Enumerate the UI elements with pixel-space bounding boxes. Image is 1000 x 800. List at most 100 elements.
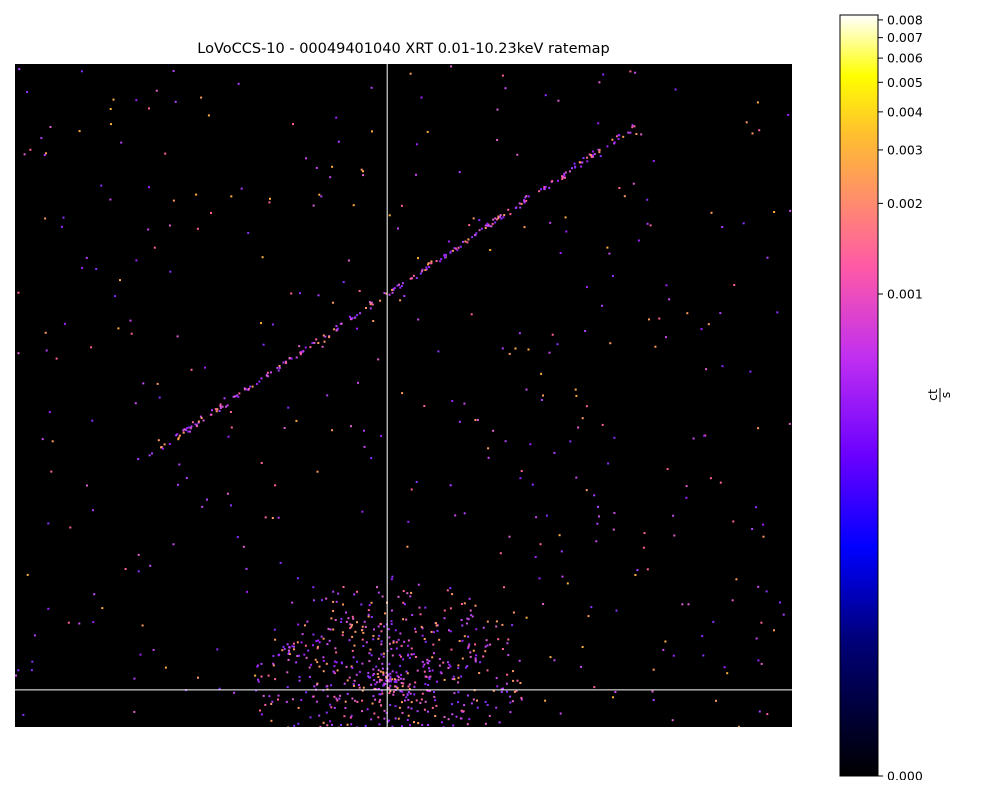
ratemap-pixel: [516, 679, 519, 682]
ratemap-pixel: [467, 647, 470, 650]
ratemap-pixel: [218, 409, 221, 412]
ratemap-pixel: [461, 639, 464, 642]
ratemap-pixel: [137, 570, 140, 573]
ratemap-pixel: [449, 484, 452, 487]
ratemap-pixel: [789, 209, 792, 212]
ratemap-pixel: [372, 695, 375, 698]
ratemap-pixel: [405, 696, 408, 699]
ratemap-pixel: [319, 725, 322, 727]
ratemap-pixel: [362, 170, 364, 173]
ratemap-pixel: [410, 647, 413, 650]
ratemap-pixel: [486, 620, 489, 623]
ratemap-pixel: [343, 682, 346, 685]
ratemap-pixel: [291, 698, 294, 701]
ratemap-pixel: [773, 629, 775, 632]
ratemap-pixel: [497, 215, 500, 218]
ratemap-pixel: [345, 665, 348, 668]
ratemap-pixel: [421, 692, 424, 695]
ratemap-pixel: [137, 553, 140, 556]
ratemap-pixel: [484, 224, 487, 227]
ratemap-pixel: [519, 682, 522, 684]
ratemap-pixel: [356, 327, 358, 330]
ratemap-pixel: [172, 199, 175, 202]
ratemap-pixel: [312, 695, 315, 698]
ratemap-pixel: [427, 662, 430, 665]
ratemap-pixel: [508, 535, 511, 538]
ratemap-pixel: [410, 591, 413, 594]
ratemap-pixel: [124, 568, 127, 570]
ratemap-pixel: [69, 526, 72, 529]
ratemap-pixel: [382, 684, 385, 687]
ratemap-pixel: [389, 684, 392, 687]
ratemap-pixel: [351, 615, 354, 618]
ratemap-pixel: [322, 670, 325, 673]
ratemap-pixel: [580, 165, 583, 168]
ratemap-pixel: [388, 692, 391, 694]
ratemap-pixel: [613, 141, 616, 144]
ratemap-pixel: [573, 162, 576, 165]
ratemap-pixel: [379, 622, 382, 625]
ratemap-pixel: [453, 692, 456, 695]
ratemap-pixel: [388, 663, 391, 666]
ratemap-pixel: [391, 654, 394, 657]
ratemap-pixel: [766, 256, 769, 259]
ratemap-pixel: [370, 683, 373, 686]
colorbar-ticks: 0.008 0.007 0.006 0.005 0.004 0.003 0.002 0.001…: [878, 14, 923, 780]
ratemap-pixel: [429, 689, 432, 692]
ratemap-pixel: [117, 327, 120, 330]
ratemap-pixel: [411, 614, 414, 616]
ratemap-pixel: [629, 131, 632, 134]
ratemap-pixel: [309, 716, 312, 719]
ratemap-pixel: [303, 653, 306, 656]
ratemap-pixel: [592, 154, 594, 157]
ratemap-pixel: [114, 295, 117, 298]
ratemap-pixel: [157, 439, 160, 442]
ratemap-pixel: [402, 282, 404, 285]
ratemap-pixel: [214, 408, 217, 411]
ratemap-pixel: [423, 663, 426, 666]
ratemap-pixel: [438, 658, 441, 660]
ratemap-pixel: [399, 664, 402, 667]
ratemap-pixel: [360, 168, 363, 171]
ratemap-pixel: [551, 333, 554, 336]
ratemap-pixel: [274, 484, 277, 487]
ratemap-pixel: [397, 676, 400, 679]
ratemap-pixel: [762, 535, 765, 538]
ratemap-pixel: [332, 610, 335, 612]
ratemap-pixel: [313, 341, 316, 344]
ratemap-pixel: [434, 715, 437, 717]
ratemap-pixel: [544, 94, 547, 97]
ratemap-pixel: [404, 603, 406, 606]
ratemap-pixel: [378, 693, 381, 696]
ratemap-pixel: [318, 641, 321, 644]
ratemap-pixel: [634, 71, 637, 74]
ratemap-pixel: [400, 673, 402, 676]
ratemap-pixel: [388, 687, 391, 690]
ratemap-pixel: [525, 388, 528, 391]
ratemap-pixel: [313, 685, 316, 688]
ratemap-pixel: [408, 688, 411, 691]
colorbar-tick-label: 0.003: [887, 142, 923, 157]
ratemap-pixel: [395, 671, 398, 674]
ratemap-pixel: [176, 335, 179, 338]
ratemap-pixel: [440, 258, 443, 261]
chart-title: LoVoCCS-10 - 00049401040 XRT 0.01-10.23k…: [197, 41, 610, 57]
ratemap-pixel: [368, 652, 371, 655]
ratemap-pixel: [296, 641, 299, 644]
ratemap-pixel: [401, 711, 404, 714]
ratemap-pixel: [398, 654, 401, 656]
ratemap-pixel: [443, 254, 446, 257]
ratemap-pixel: [558, 534, 561, 537]
ratemap-pixel: [380, 679, 383, 682]
ratemap-pixel: [629, 70, 632, 73]
ratemap-pixel: [277, 694, 280, 697]
ratemap-pixel: [219, 405, 222, 407]
ratemap-pixel: [561, 175, 563, 178]
ratemap-pixel: [403, 640, 406, 643]
ratemap-pixel: [191, 421, 194, 424]
ratemap-pixel: [458, 640, 461, 642]
ratemap-pixel: [330, 706, 333, 709]
ratemap-pixel: [392, 641, 395, 644]
ratemap-pixel: [221, 405, 224, 408]
ratemap-pixel: [715, 699, 717, 702]
